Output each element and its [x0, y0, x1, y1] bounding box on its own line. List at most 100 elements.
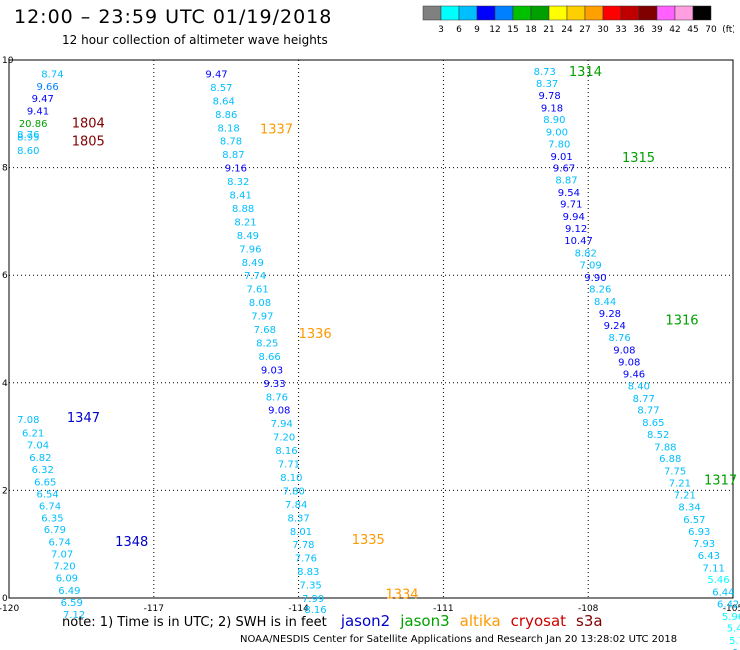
wave-height-point: 7.76 [295, 554, 317, 565]
x-tick-label: -114 [288, 604, 309, 614]
wave-height-point: 7.74 [244, 271, 266, 282]
wave-height-point: 8.86 [215, 110, 237, 121]
wave-height-point: 8.73 [534, 67, 556, 78]
wave-height-point: 9.16 [225, 164, 247, 175]
wave-height-point: 7.35 [300, 581, 322, 592]
wave-height-point: 9.90 [584, 273, 606, 284]
wave-height-point: 8.95 [17, 132, 39, 143]
wave-height-point: 7.84 [285, 500, 307, 511]
map-title: 12:00 – 23:59 UTC 01/19/2018 [14, 6, 333, 28]
wave-height-point: 8.26 [589, 285, 611, 296]
wave-height-point: 8.76 [608, 333, 630, 344]
wave-height-point: 7.20 [273, 433, 295, 444]
wave-height-point: 6.49 [58, 586, 80, 597]
wave-height-point: 5.72 [729, 636, 740, 647]
wave-height-point: 6.88 [659, 454, 681, 465]
wave-height-point: 9.54 [558, 188, 580, 199]
wave-height-point: 8.37 [536, 79, 558, 90]
wave-height-point: 8.66 [259, 352, 281, 363]
satellite-cryosat: cryosat [510, 612, 567, 630]
wave-height-point: 8.82 [575, 249, 597, 260]
wave-height-point: 6.44 [712, 588, 734, 599]
wave-height-point: 9.67 [553, 164, 575, 175]
wave-height-point: 6.21 [22, 428, 44, 439]
wave-height-point: 6.59 [61, 598, 83, 609]
color-scale-label: 27 [579, 25, 590, 35]
color-scale-label: 12 [489, 25, 500, 35]
satellite-altika: altika [459, 612, 501, 630]
y-tick-label: 6 [2, 271, 8, 281]
wave-height-point: 8.49 [237, 231, 259, 242]
wave-height-point: 7.75 [664, 466, 686, 477]
wave-height-point: 8.83 [297, 567, 319, 578]
wave-height-point: 6.09 [56, 574, 78, 585]
wave-height-point: 8.64 [213, 96, 235, 107]
wave-height-point: 7.88 [654, 442, 676, 453]
pass-number-label: 1316 [665, 313, 698, 328]
wave-height-point: 9.66 [36, 82, 58, 93]
color-scale-label: 30 [597, 25, 609, 35]
wave-height-point: 7.68 [254, 325, 276, 336]
wave-height-point: 6.79 [44, 525, 66, 536]
wave-height-point: 7.78 [292, 540, 314, 551]
wave-height-point: 6.57 [683, 515, 705, 526]
wave-height-point: 8.21 [234, 217, 256, 228]
wave-height-point: 9.47 [205, 69, 227, 80]
satellite-jason3: jason3 [400, 612, 450, 630]
x-tick-label: -111 [433, 604, 453, 614]
color-scale-label: 70 [705, 25, 717, 35]
wave-height-point: 9.46 [623, 370, 645, 381]
wave-height-point: 9.08 [613, 345, 635, 356]
wave-height-point: 9.71 [560, 200, 582, 211]
wave-height-point: 6.74 [39, 501, 61, 512]
wave-height-point: 7.99 [302, 594, 324, 605]
wave-height-point: 8.01 [290, 527, 312, 538]
wave-height-point: 7.07 [51, 549, 73, 560]
color-scale-label: 6 [456, 25, 462, 35]
wave-height-point: 8.40 [628, 381, 650, 392]
wave-height-point: 6.43 [698, 551, 720, 562]
units-note: note: 1) Time is in UTC; 2) SWH is in fe… [62, 615, 327, 630]
wave-height-point: 6.65 [34, 477, 56, 488]
color-scale-label: 36 [633, 25, 645, 35]
satellite-jason2: jason2 [340, 612, 391, 630]
wave-height-point: 8.52 [647, 430, 669, 441]
satellite-legend: jason2 jason3 altika cryosat s3a [331, 612, 603, 630]
wave-height-point: 9.33 [263, 379, 285, 390]
wave-height-point: 5.46 [707, 575, 729, 586]
wave-height-point: 8.77 [637, 406, 659, 417]
wave-height-point: 8.65 [642, 418, 664, 429]
wave-height-point: 8.74 [41, 69, 63, 80]
color-scale-label: 42 [669, 25, 680, 35]
color-scale-label: 21 [543, 25, 554, 35]
wave-height-point: 7.20 [53, 562, 75, 573]
wave-height-point: 6.32 [32, 465, 54, 476]
wave-height-point: 8.44 [594, 297, 616, 308]
color-scale-label: 18 [525, 25, 537, 35]
wave-height-point: 6.54 [36, 490, 58, 501]
wave-height-point: 9.28 [599, 309, 621, 320]
wave-height-point: 9.24 [604, 321, 626, 332]
wave-height-point: 8.90 [543, 115, 565, 126]
wave-height-point: 7.09 [579, 260, 601, 271]
y-tick-label: 10 [2, 56, 14, 66]
wave-height-point: 6.93 [688, 527, 710, 538]
color-swatch [692, 5, 712, 21]
wave-height-point: 8.25 [256, 338, 278, 349]
satellite-s3a: s3a [576, 612, 603, 630]
wave-height-point: 8.37 [287, 513, 309, 524]
wave-height-point: 6.42 [717, 599, 739, 610]
legend-line: note: 1) Time is in UTC; 2) SWH is in fe… [62, 612, 603, 630]
map-subtitle: 12 hour collection of altimeter wave hei… [62, 33, 328, 47]
wave-height-point: 8.57 [210, 83, 232, 94]
wave-height-point: 7.80 [548, 139, 570, 150]
wave-height-point: 8.88 [232, 204, 254, 215]
x-tick-label: -105 [723, 604, 740, 614]
wave-height-point: 8.60 [17, 146, 39, 157]
pass-number-label: 1335 [352, 533, 385, 548]
wave-height-point: 7.21 [669, 478, 691, 489]
wave-height-point: 7.08 [17, 415, 39, 426]
wave-height-point: 6.82 [29, 453, 51, 464]
